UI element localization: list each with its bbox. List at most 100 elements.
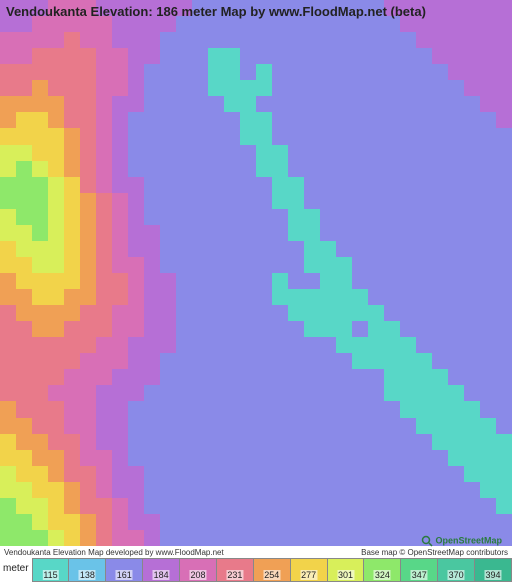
heatmap-cell: [416, 209, 432, 225]
heatmap-cell: [80, 257, 96, 273]
heatmap-cell: [0, 305, 16, 321]
heatmap-cell: [448, 305, 464, 321]
heatmap-cell: [208, 321, 224, 337]
heatmap-cell: [192, 257, 208, 273]
heatmap-cell: [48, 514, 64, 530]
heatmap-cell: [336, 434, 352, 450]
heatmap-cell: [448, 80, 464, 96]
heatmap-cell: [144, 450, 160, 466]
heatmap-cell: [416, 305, 432, 321]
heatmap-cell: [48, 96, 64, 112]
heatmap-cell: [80, 305, 96, 321]
heatmap-cell: [448, 225, 464, 241]
heatmap-cell: [64, 273, 80, 289]
heatmap-cell: [128, 145, 144, 161]
heatmap-cell: [448, 401, 464, 417]
heatmap-cell: [336, 241, 352, 257]
legend-swatch: 324: [364, 558, 401, 582]
heatmap-cell: [320, 401, 336, 417]
heatmap-cell: [240, 177, 256, 193]
heatmap-cell: [352, 112, 368, 128]
heatmap-cell: [176, 466, 192, 482]
heatmap-cell: [80, 32, 96, 48]
heatmap-cell: [272, 64, 288, 80]
heatmap-cell: [288, 418, 304, 434]
heatmap-cell: [496, 273, 512, 289]
heatmap-cell: [320, 273, 336, 289]
heatmap-cell: [144, 321, 160, 337]
heatmap-cell: [240, 450, 256, 466]
heatmap-cell: [144, 145, 160, 161]
heatmap-cell: [48, 64, 64, 80]
heatmap-cell: [192, 337, 208, 353]
heatmap-cell: [64, 401, 80, 417]
heatmap-cell: [320, 305, 336, 321]
heatmap-cell: [416, 64, 432, 80]
heatmap-cell: [176, 450, 192, 466]
heatmap-cell: [400, 321, 416, 337]
heatmap-cell: [128, 128, 144, 144]
heatmap-cell: [112, 145, 128, 161]
heatmap-cell: [384, 289, 400, 305]
heatmap-cell: [208, 177, 224, 193]
heatmap-cell: [464, 145, 480, 161]
heatmap-cell: [112, 241, 128, 257]
heatmap-cell: [384, 498, 400, 514]
heatmap-cell: [176, 321, 192, 337]
heatmap-cell: [320, 225, 336, 241]
heatmap-cell: [144, 64, 160, 80]
heatmap-cell: [480, 193, 496, 209]
heatmap-cell: [496, 321, 512, 337]
heatmap-cell: [144, 209, 160, 225]
heatmap-cell: [480, 48, 496, 64]
heatmap-cell: [192, 273, 208, 289]
heatmap-cell: [304, 321, 320, 337]
heatmap-cell: [32, 209, 48, 225]
heatmap-cell: [160, 257, 176, 273]
heatmap-cell: [240, 482, 256, 498]
heatmap-cell: [416, 514, 432, 530]
heatmap-cell: [176, 401, 192, 417]
heatmap-cell: [368, 177, 384, 193]
heatmap-cell: [96, 514, 112, 530]
heatmap-cell: [32, 128, 48, 144]
heatmap-cell: [128, 514, 144, 530]
heatmap-cell: [336, 385, 352, 401]
heatmap-cell: [0, 482, 16, 498]
heatmap-cell: [304, 401, 320, 417]
heatmap-cell: [384, 321, 400, 337]
heatmap-cell: [128, 385, 144, 401]
heatmap-cell: [464, 418, 480, 434]
heatmap-cell: [336, 369, 352, 385]
heatmap-cell: [368, 96, 384, 112]
heatmap-cell: [96, 353, 112, 369]
heatmap-cell: [464, 193, 480, 209]
heatmap-cell: [80, 112, 96, 128]
heatmap-cell: [224, 161, 240, 177]
heatmap-cell: [48, 161, 64, 177]
heatmap-cell: [464, 401, 480, 417]
heatmap-cell: [416, 401, 432, 417]
heatmap-cell: [368, 321, 384, 337]
heatmap-cell: [480, 369, 496, 385]
heatmap-cell: [176, 530, 192, 546]
heatmap-cell: [160, 112, 176, 128]
heatmap-cell: [0, 434, 16, 450]
heatmap-cell: [272, 466, 288, 482]
heatmap-cell: [464, 128, 480, 144]
heatmap-cell: [48, 209, 64, 225]
heatmap-cell: [32, 257, 48, 273]
heatmap-cell: [16, 48, 32, 64]
heatmap-cell: [320, 80, 336, 96]
heatmap-cell: [480, 273, 496, 289]
elevation-legend: meter 1151381611842082312542773013243473…: [0, 558, 512, 582]
heatmap-cell: [384, 273, 400, 289]
heatmap-cell: [0, 514, 16, 530]
heatmap-cell: [160, 401, 176, 417]
heatmap-cell: [16, 257, 32, 273]
heatmap-cell: [144, 369, 160, 385]
heatmap-cell: [240, 321, 256, 337]
heatmap-cell: [272, 401, 288, 417]
heatmap-cell: [176, 225, 192, 241]
heatmap-cell: [192, 450, 208, 466]
